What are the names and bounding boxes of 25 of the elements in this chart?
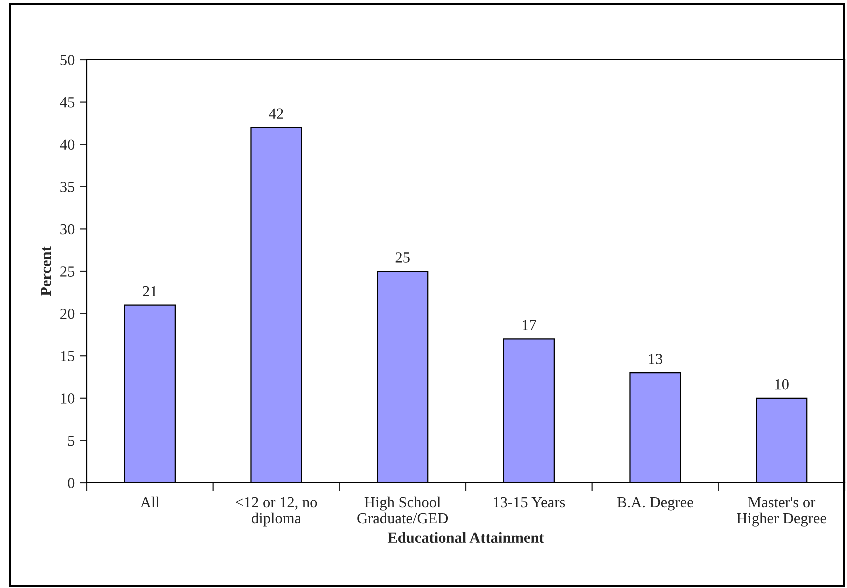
x-tick-label: 13-15 Years bbox=[494, 497, 566, 508]
x-tick-label: All bbox=[140, 496, 160, 508]
x-tick-label: High School Graduate/GED bbox=[358, 496, 448, 524]
y-tick-label: 40 bbox=[60, 140, 75, 150]
y-tick-label: 30 bbox=[60, 224, 75, 235]
x-axis-title: Educational Attainment bbox=[388, 532, 544, 544]
data-label: 42 bbox=[269, 108, 284, 119]
y-tick-label: 10 bbox=[61, 394, 75, 404]
y-tick-label: 15 bbox=[61, 351, 75, 362]
data-label: 10 bbox=[776, 379, 789, 390]
x-tick-label: B.A. Degree bbox=[618, 497, 694, 511]
data-label: 13 bbox=[649, 354, 663, 364]
x-tick-label: <12 or 12, no diploma bbox=[236, 497, 318, 527]
y-tick-label: 50 bbox=[60, 55, 75, 66]
y-tick-label: 0 bbox=[68, 478, 75, 488]
y-tick-label: 35 bbox=[60, 182, 75, 192]
y-tick-label: 5 bbox=[68, 436, 75, 446]
y-tick-label: 25 bbox=[60, 266, 75, 277]
y-tick-label: 45 bbox=[60, 98, 75, 108]
data-label: 17 bbox=[522, 320, 536, 330]
x-tick-label: Master's or Higher Degree bbox=[737, 497, 826, 527]
data-label: 21 bbox=[143, 286, 157, 297]
y-tick-label: 20 bbox=[60, 308, 75, 320]
y-axis-title: Percent bbox=[41, 246, 52, 296]
data-label: 25 bbox=[396, 252, 410, 263]
